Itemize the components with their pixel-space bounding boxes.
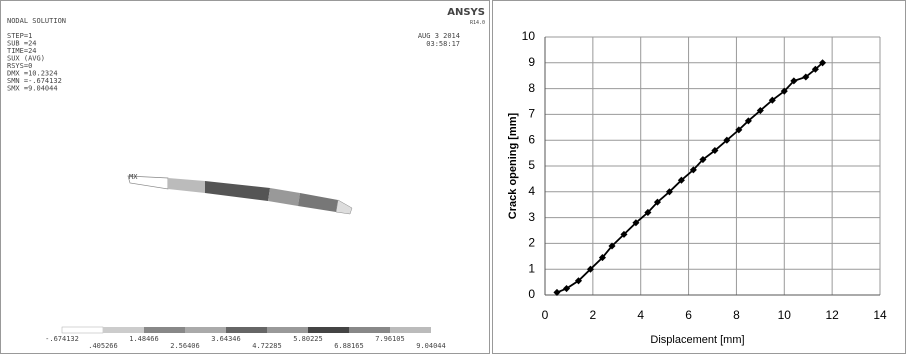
legend-label: 3.64346	[211, 335, 241, 343]
ansys-brand: ANSYS	[447, 7, 485, 18]
legend-label: 2.56406	[170, 342, 200, 350]
x-tick-label: 6	[685, 308, 692, 322]
legend-label: -.674132	[45, 335, 79, 343]
x-tick-label: 4	[637, 308, 644, 322]
y-tick-label: 5	[528, 158, 535, 172]
y-axis-title: Crack opening [mm]	[507, 112, 519, 219]
legend-label: 7.96105	[375, 335, 405, 343]
y-tick-label: 8	[528, 81, 535, 95]
legend-bar	[62, 327, 431, 333]
legend-label: 4.72285	[252, 342, 282, 350]
ansys-header: NODAL SOLUTION	[7, 17, 66, 25]
legend-label: .405266	[88, 342, 118, 350]
legend-label: 1.48466	[129, 335, 159, 343]
y-tick-label: 1	[528, 261, 535, 275]
x-tick-label: 14	[873, 308, 887, 322]
ansys-date: AUG 3 2014	[418, 32, 460, 40]
x-tick-label: 12	[825, 308, 839, 322]
y-tick-label: 4	[528, 184, 535, 198]
y-tick-label: 3	[528, 210, 535, 224]
x-tick-label: 10	[778, 308, 792, 322]
y-tick-label: 10	[522, 29, 536, 43]
ansys-time: 03:58:17	[426, 40, 460, 48]
x-axis-title: Displacement [mm]	[650, 334, 744, 346]
y-tick-label: 9	[528, 55, 535, 69]
info-line: SMX =9.04044	[7, 85, 58, 93]
ansys-release: R14.0	[470, 20, 485, 26]
x-tick-label: 8	[733, 308, 740, 322]
figure: NODAL SOLUTION STEP=1SUB =24TIME=24SUX (…	[0, 0, 906, 354]
y-tick-label: 7	[528, 107, 535, 121]
y-tick-label: 2	[528, 236, 535, 250]
x-tick-label: 2	[590, 308, 597, 322]
legend-label: 5.80225	[293, 335, 323, 343]
legend-label: 9.04044	[416, 342, 446, 350]
max-label: MX	[129, 173, 138, 181]
ansys-panel	[1, 1, 490, 354]
y-tick-label: 6	[528, 132, 535, 146]
chart-panel	[493, 1, 906, 354]
page: NODAL SOLUTION STEP=1SUB =24TIME=24SUX (…	[0, 0, 906, 354]
y-tick-label: 0	[528, 287, 535, 301]
x-tick-label: 0	[542, 308, 549, 322]
legend-label: 6.88165	[334, 342, 364, 350]
